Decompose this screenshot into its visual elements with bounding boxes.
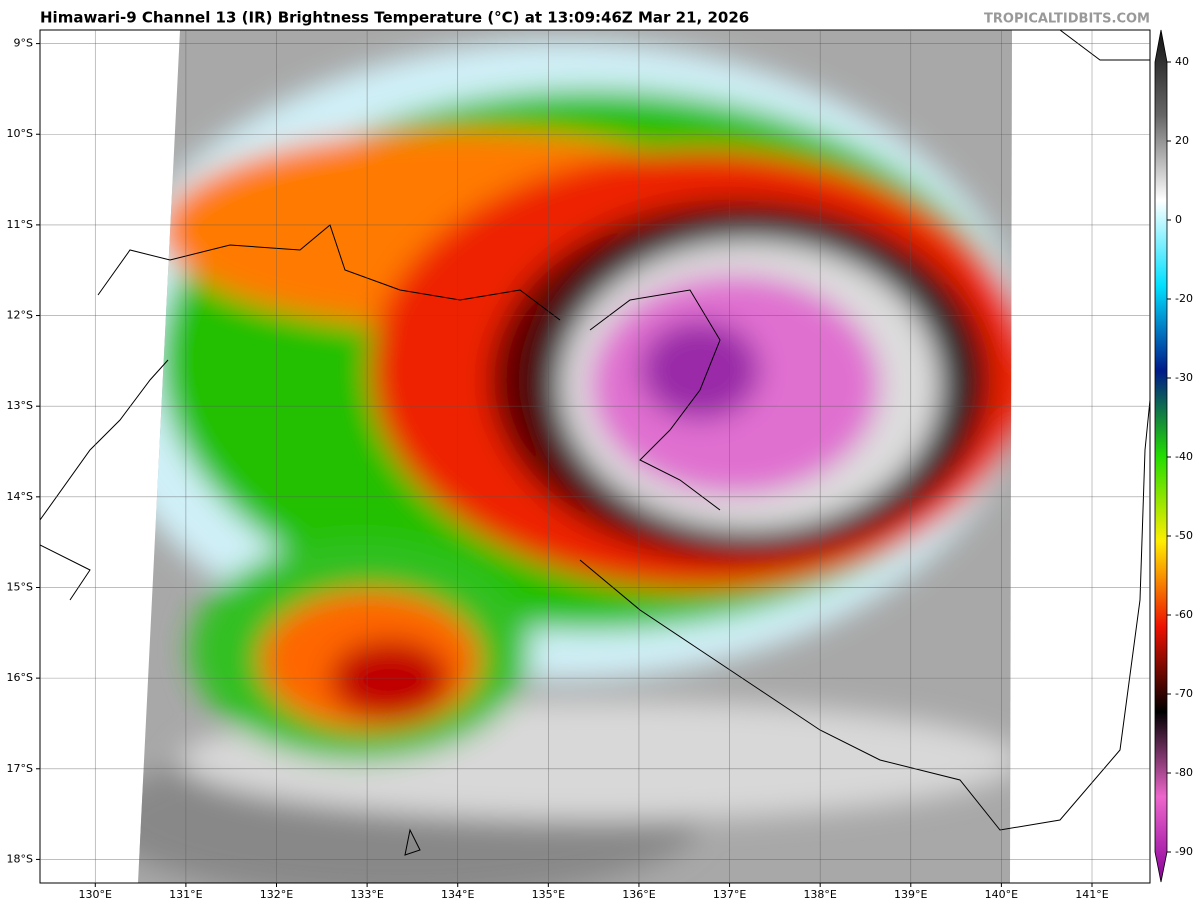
x-tick-label: 140°E xyxy=(985,888,1018,901)
map-area xyxy=(40,30,1150,883)
colorbar-tick-label: 20 xyxy=(1175,134,1189,147)
colorbar-tick-label: 40 xyxy=(1175,55,1189,68)
x-tick-label: 135°E xyxy=(532,888,565,901)
x-tick-label: 138°E xyxy=(803,888,836,901)
colorbar-tick-label: 0 xyxy=(1175,213,1182,226)
title: Himawari-9 Channel 13 (IR) Brightness Te… xyxy=(40,9,749,27)
colorbar xyxy=(1154,29,1168,883)
y-tick-label: 15°S xyxy=(7,580,33,593)
y-tick-label: 10°S xyxy=(7,127,33,140)
x-tick-label: 130°E xyxy=(79,888,112,901)
colorbar-tick-label: -70 xyxy=(1175,687,1193,700)
y-tick-label: 17°S xyxy=(7,762,33,775)
colorbar-tick-label: -90 xyxy=(1175,845,1193,858)
colorbar-tick-label: -20 xyxy=(1175,292,1193,305)
x-tick-label: 137°E xyxy=(713,888,746,901)
x-tick-label: 132°E xyxy=(260,888,293,901)
watermark: TROPICALTIDBITS.COM xyxy=(984,12,1150,27)
y-tick-label: 9°S xyxy=(14,37,33,50)
y-tick-label: 18°S xyxy=(7,852,33,865)
x-tick-label: 139°E xyxy=(894,888,927,901)
x-tick-label: 131°E xyxy=(169,888,202,901)
satellite-image xyxy=(138,30,1012,883)
x-tick-label: 141°E xyxy=(1075,888,1108,901)
x-tick-label: 136°E xyxy=(622,888,655,901)
colorbar-tick-label: -40 xyxy=(1175,450,1193,463)
y-tick-label: 14°S xyxy=(7,490,33,503)
y-tick-label: 11°S xyxy=(7,218,33,231)
x-tick-label: 133°E xyxy=(350,888,383,901)
y-tick-label: 16°S xyxy=(7,671,33,684)
colorbar-tick-label: -80 xyxy=(1175,766,1193,779)
colorbar-tick-label: -50 xyxy=(1175,529,1193,542)
colorbar-tick-label: -30 xyxy=(1175,371,1193,384)
map-frame xyxy=(39,29,1151,884)
colorbar-tick-label: -60 xyxy=(1175,608,1193,621)
y-tick-label: 13°S xyxy=(7,399,33,412)
y-tick-label: 12°S xyxy=(7,309,33,322)
x-tick-label: 134°E xyxy=(441,888,474,901)
